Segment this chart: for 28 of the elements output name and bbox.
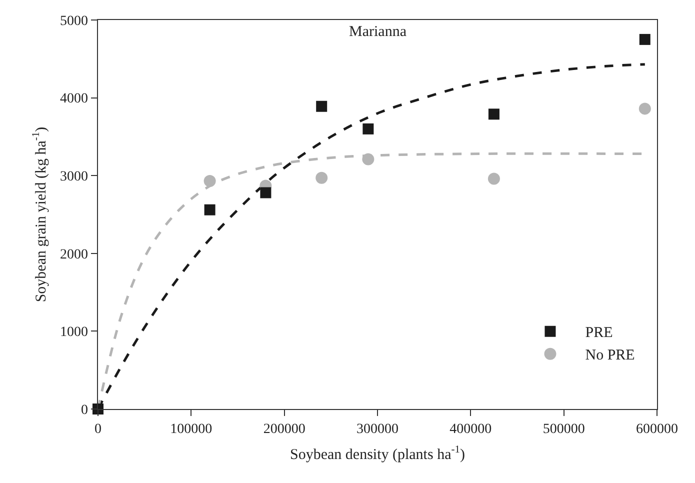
point [362, 153, 374, 166]
x-axis-title: Soybean density (plants ha$^{-1}$) [290, 444, 465, 463]
point [316, 172, 328, 184]
point [260, 187, 272, 198]
y-tick-label: 0 [81, 402, 88, 418]
x-tick-label: 200000 [263, 422, 306, 437]
legend-label: PRE [585, 325, 613, 342]
x-tick-label: 600000 [636, 422, 678, 437]
y-tick-label: 4000 [60, 92, 88, 107]
annotation: Marianna [349, 24, 407, 40]
legend-label: No PRE [585, 348, 635, 364]
point [488, 108, 500, 120]
y-tick-label: 1000 [60, 325, 88, 340]
x-tick-label: 500000 [542, 422, 585, 437]
y-tick-label: 2000 [60, 247, 88, 262]
point [638, 102, 651, 115]
point [204, 204, 216, 216]
point [639, 34, 650, 45]
point [488, 172, 500, 185]
y-tick-label: 3000 [60, 170, 88, 184]
point [316, 100, 328, 112]
point [362, 123, 374, 134]
x-tick-label: 300000 [356, 422, 398, 437]
point [204, 175, 216, 188]
x-tick-label: 400000 [450, 422, 492, 437]
x-tick-label: 0 [94, 422, 102, 437]
y-tick-label: 5000 [60, 14, 88, 29]
x-tick-label: 100000 [170, 422, 212, 437]
